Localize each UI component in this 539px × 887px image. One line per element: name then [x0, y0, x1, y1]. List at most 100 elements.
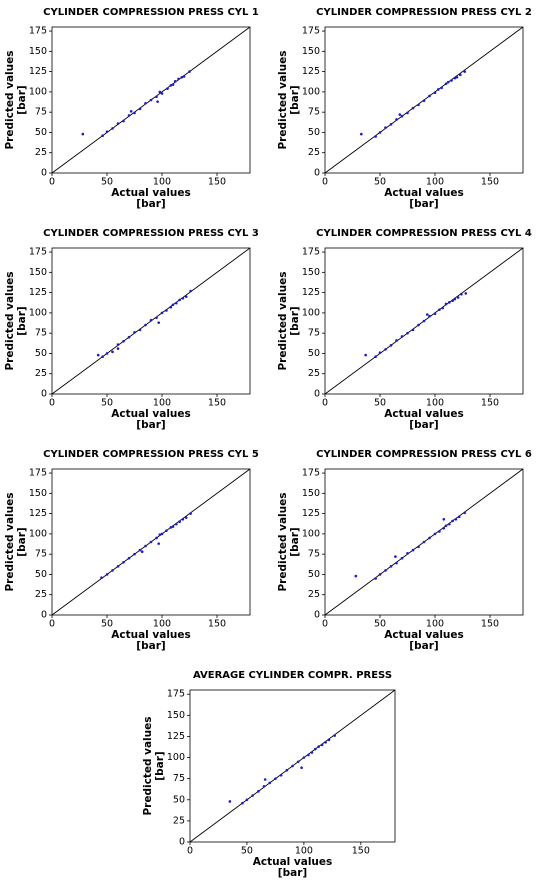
point [406, 111, 409, 115]
y-tick-label: 75 [35, 328, 47, 339]
point [285, 768, 289, 772]
point [384, 569, 387, 572]
point [274, 777, 277, 780]
y-tick-label: 175 [29, 26, 47, 37]
point [149, 540, 153, 544]
x-tick-label: 100 [153, 177, 171, 188]
point [378, 131, 382, 134]
point [111, 127, 114, 130]
point [111, 350, 114, 354]
point [440, 86, 443, 90]
point [165, 529, 168, 532]
point [422, 540, 426, 544]
x-tick-label: 150 [481, 398, 499, 409]
point [178, 520, 181, 524]
y-tick-label: 150 [302, 488, 320, 499]
x-axis-label: [bar] [409, 198, 438, 210]
plot-frame [51, 247, 251, 395]
y-tick-label: 150 [167, 710, 185, 721]
y-tick-label: 100 [29, 528, 47, 539]
y-tick-label: 175 [29, 468, 47, 479]
point [327, 738, 331, 742]
point [262, 784, 266, 788]
point [116, 347, 120, 350]
point [451, 519, 454, 523]
point [169, 305, 173, 309]
point [257, 790, 260, 793]
point [241, 801, 244, 805]
y-tick-label: 175 [302, 247, 320, 258]
x-tick-label: 150 [208, 398, 226, 409]
point [127, 114, 131, 117]
point [428, 314, 431, 318]
point [296, 760, 300, 764]
point [155, 316, 158, 320]
x-axis-label: Actual values [111, 187, 191, 199]
x-tick-label: 50 [101, 177, 113, 188]
x-axis-label: Actual values [384, 187, 464, 199]
point [394, 555, 397, 558]
point [395, 339, 398, 342]
point [464, 292, 468, 295]
point [129, 110, 133, 113]
point [459, 73, 462, 77]
point [177, 77, 180, 81]
y-tick-label: 75 [308, 549, 320, 560]
point [400, 335, 404, 338]
point [448, 301, 451, 304]
point [364, 353, 368, 357]
point [122, 560, 125, 564]
point [291, 764, 294, 768]
point [184, 516, 188, 519]
point [307, 753, 310, 757]
point [181, 517, 185, 521]
x-tick-label: 150 [352, 846, 370, 857]
y-tick-label: 150 [29, 46, 47, 57]
point [455, 75, 459, 79]
point [144, 544, 147, 548]
plot-frame [51, 26, 251, 174]
y-axis-label: Predicted values [4, 492, 16, 591]
x-tick-label: 150 [208, 619, 226, 630]
point [160, 311, 164, 315]
y-tick-label: 25 [35, 147, 47, 158]
point [133, 552, 136, 556]
x-tick-label: 50 [374, 398, 386, 409]
point [310, 751, 314, 754]
y-axis-label: Predicted values [277, 271, 289, 370]
point [378, 351, 382, 354]
point [81, 132, 85, 136]
point [279, 773, 283, 777]
y-tick-label: 150 [29, 488, 47, 499]
x-tick-label: 100 [426, 619, 444, 630]
y-tick-label: 100 [167, 752, 185, 763]
point [251, 794, 254, 797]
point [389, 344, 393, 347]
point [101, 134, 104, 137]
x-axis-label: Actual values [111, 408, 191, 420]
point [156, 100, 159, 103]
y-axis-label: Predicted values [277, 492, 289, 591]
point [441, 306, 445, 310]
point [398, 113, 402, 116]
point [149, 318, 153, 322]
y-tick-label: 25 [308, 368, 320, 379]
y-tick-label: 50 [308, 348, 320, 359]
point [378, 573, 382, 576]
point [144, 323, 147, 327]
point [127, 556, 131, 560]
y-tick-label: 125 [29, 66, 47, 77]
point [442, 517, 446, 521]
x-tick-label: 50 [101, 619, 113, 630]
y-tick-label: 75 [308, 107, 320, 118]
point [438, 530, 441, 533]
chart-title: CYLINDER COMPRESSION PRESS CYL 6 [316, 449, 532, 460]
y-tick-label: 175 [302, 26, 320, 37]
point [144, 101, 147, 105]
point [165, 309, 168, 312]
x-axis-label: [bar] [136, 419, 165, 431]
point [127, 335, 131, 339]
y-tick-label: 175 [29, 247, 47, 258]
y-tick-label: 50 [35, 348, 47, 359]
